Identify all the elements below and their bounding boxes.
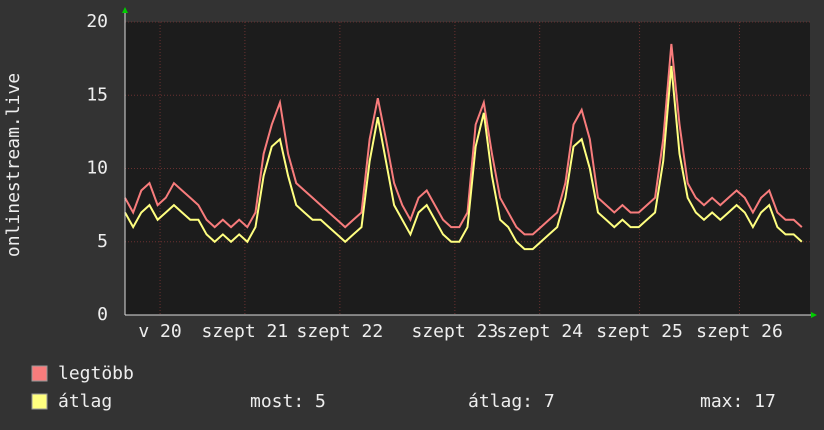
x-tick-label: szept 23 [412, 321, 499, 342]
y-tick-label: 5 [97, 231, 108, 252]
legend-swatch [31, 393, 48, 410]
stat-text: max: 17 [700, 391, 776, 412]
legend-label: legtöbb [58, 363, 134, 384]
lines [124, 43, 803, 251]
legend: legtöbb átlag most: 5 átlag: 7 max: 17 [31, 363, 776, 412]
x-tick-label: szept 24 [496, 321, 583, 342]
y-tick-label: 20 [86, 11, 108, 32]
legend-label: átlag [58, 391, 112, 412]
x-tick-label: szept 22 [297, 321, 384, 342]
y-tick-label: 15 [86, 84, 108, 105]
y-tick-label: 10 [86, 158, 108, 179]
legend-swatch [31, 365, 48, 382]
y-arrow [122, 7, 128, 13]
x-arrow [811, 312, 817, 318]
x-tick-label: v 20 [138, 321, 181, 342]
y-tick-label: 0 [97, 304, 108, 325]
series-line [124, 43, 803, 236]
x-tick-label: szept 25 [596, 321, 683, 342]
stat-text: átlag: 7 [468, 391, 555, 412]
stat-text: most: 5 [250, 391, 326, 412]
y-axis-label: onlinestream.live [3, 73, 24, 257]
x-tick-label: szept 26 [696, 321, 783, 342]
x-tick-label: szept 21 [202, 321, 289, 342]
series-line [124, 65, 803, 251]
